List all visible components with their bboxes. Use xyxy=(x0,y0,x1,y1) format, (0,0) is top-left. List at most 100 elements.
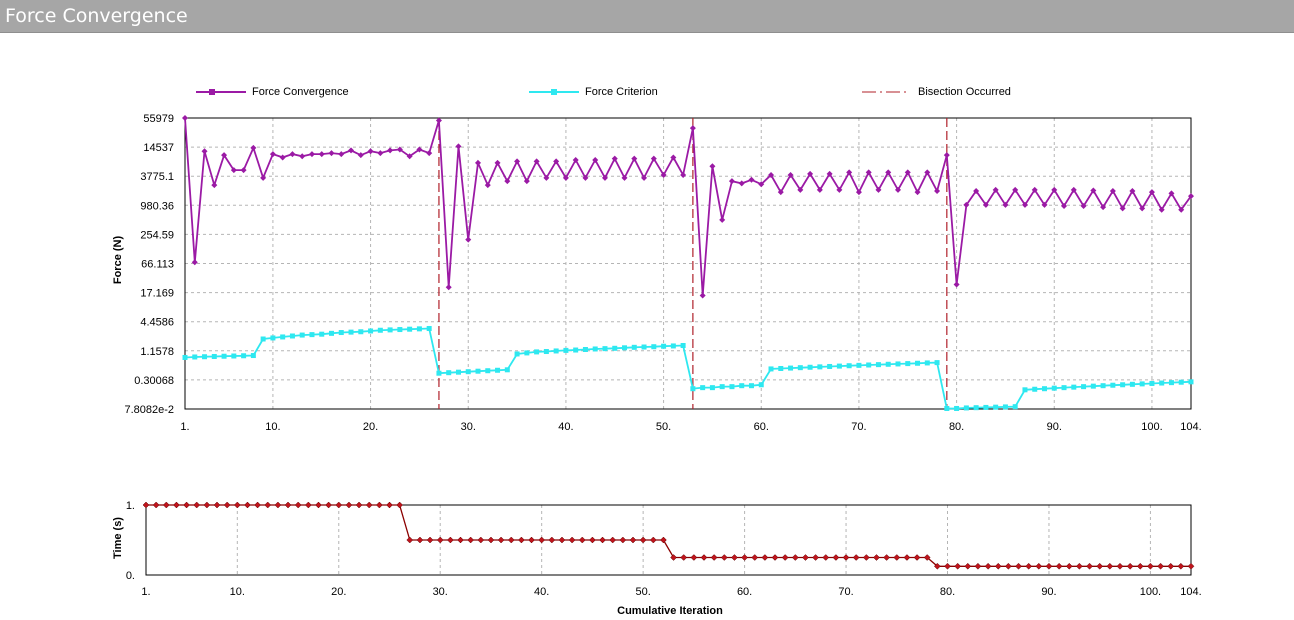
data-point xyxy=(368,328,374,334)
data-point xyxy=(377,327,383,333)
data-point xyxy=(406,536,414,544)
x-tick-label: 20. xyxy=(331,586,346,598)
x-tick-label: 70. xyxy=(851,421,866,433)
data-point xyxy=(582,346,588,352)
legend-swatch-force-convergence xyxy=(196,89,246,95)
data-point xyxy=(709,163,716,170)
data-point xyxy=(335,501,343,509)
data-point xyxy=(641,344,647,350)
data-point xyxy=(619,536,627,544)
data-point xyxy=(852,554,860,561)
y-tick-label: 4.4586 xyxy=(140,317,174,329)
x-tick-label: 10. xyxy=(230,586,245,598)
data-point xyxy=(1086,562,1093,570)
data-point xyxy=(375,501,383,509)
legend-swatch-bisection xyxy=(862,91,910,93)
legend-label-bisection: Bisection Occurred xyxy=(918,86,1011,98)
data-point xyxy=(739,383,745,389)
data-point xyxy=(562,174,569,181)
data-point xyxy=(289,333,295,339)
data-point xyxy=(191,259,198,266)
window-title: Force Convergence xyxy=(5,5,188,27)
data-point xyxy=(1120,382,1126,388)
data-point xyxy=(822,554,830,561)
data-point xyxy=(807,364,813,370)
data-point xyxy=(602,346,608,352)
data-point xyxy=(348,329,354,335)
data-point xyxy=(299,153,306,160)
data-point xyxy=(866,362,872,368)
data-point xyxy=(893,554,901,561)
data-point xyxy=(355,501,363,509)
data-point xyxy=(1031,186,1038,193)
data-point xyxy=(670,343,676,349)
data-point xyxy=(680,343,686,349)
data-point xyxy=(435,117,442,124)
data-point xyxy=(865,169,872,176)
data-point xyxy=(182,354,188,360)
x-tick-label: 30. xyxy=(461,421,476,433)
data-point xyxy=(1148,189,1155,196)
data-point xyxy=(573,347,579,353)
data-point xyxy=(748,176,755,183)
legend-item-force-convergence: Force Convergence xyxy=(196,82,349,102)
data-point xyxy=(836,186,843,193)
data-point xyxy=(1051,385,1057,391)
data-point xyxy=(915,360,921,366)
data-point xyxy=(211,182,218,189)
data-point xyxy=(315,501,322,509)
data-point xyxy=(203,501,211,509)
data-point xyxy=(416,536,424,544)
data-point xyxy=(768,171,775,178)
data-point xyxy=(885,361,891,367)
data-point xyxy=(436,370,442,376)
x-tick-label: 80. xyxy=(949,421,964,433)
data-point xyxy=(1168,190,1175,197)
y-tick-label: 55979 xyxy=(143,113,174,125)
legend-item-bisection: Bisection Occurred xyxy=(862,82,1011,102)
data-point xyxy=(193,501,201,509)
x-tick-label: 50. xyxy=(656,421,671,433)
data-point xyxy=(894,186,901,193)
data-point xyxy=(142,501,150,509)
data-point xyxy=(622,345,628,351)
data-point xyxy=(621,174,628,181)
data-point xyxy=(720,554,728,561)
data-point xyxy=(254,501,261,509)
data-point xyxy=(787,171,794,178)
data-point xyxy=(338,151,345,158)
data-point xyxy=(1188,379,1194,385)
data-point xyxy=(299,332,305,338)
data-point xyxy=(661,343,667,349)
data-point xyxy=(788,365,794,371)
data-point xyxy=(862,554,870,561)
data-point xyxy=(223,501,231,509)
legend-item-force-criterion: Force Criterion xyxy=(529,82,658,102)
data-point xyxy=(1100,204,1107,211)
data-point xyxy=(211,353,217,359)
data-point xyxy=(650,155,657,162)
data-point xyxy=(1158,206,1165,213)
data-point xyxy=(1012,404,1018,410)
data-point xyxy=(983,404,989,410)
data-point xyxy=(240,167,247,174)
x-tick-label: 90. xyxy=(1047,421,1062,433)
data-point xyxy=(504,367,510,373)
series-line xyxy=(184,327,1192,410)
data-point xyxy=(284,501,292,509)
data-point xyxy=(710,554,718,561)
data-point xyxy=(1022,387,1028,393)
data-point xyxy=(944,562,951,570)
data-point xyxy=(934,562,941,570)
data-point xyxy=(1090,187,1097,194)
data-point xyxy=(477,536,485,544)
data-point xyxy=(904,169,911,176)
data-point xyxy=(1147,562,1154,570)
data-point xyxy=(1012,186,1019,193)
data-point xyxy=(592,346,598,352)
data-point xyxy=(611,155,618,162)
data-point xyxy=(883,554,890,561)
legend-swatch-force-criterion xyxy=(529,89,579,95)
x-tick-label: 104. xyxy=(1180,586,1201,598)
series-line xyxy=(184,117,1192,296)
